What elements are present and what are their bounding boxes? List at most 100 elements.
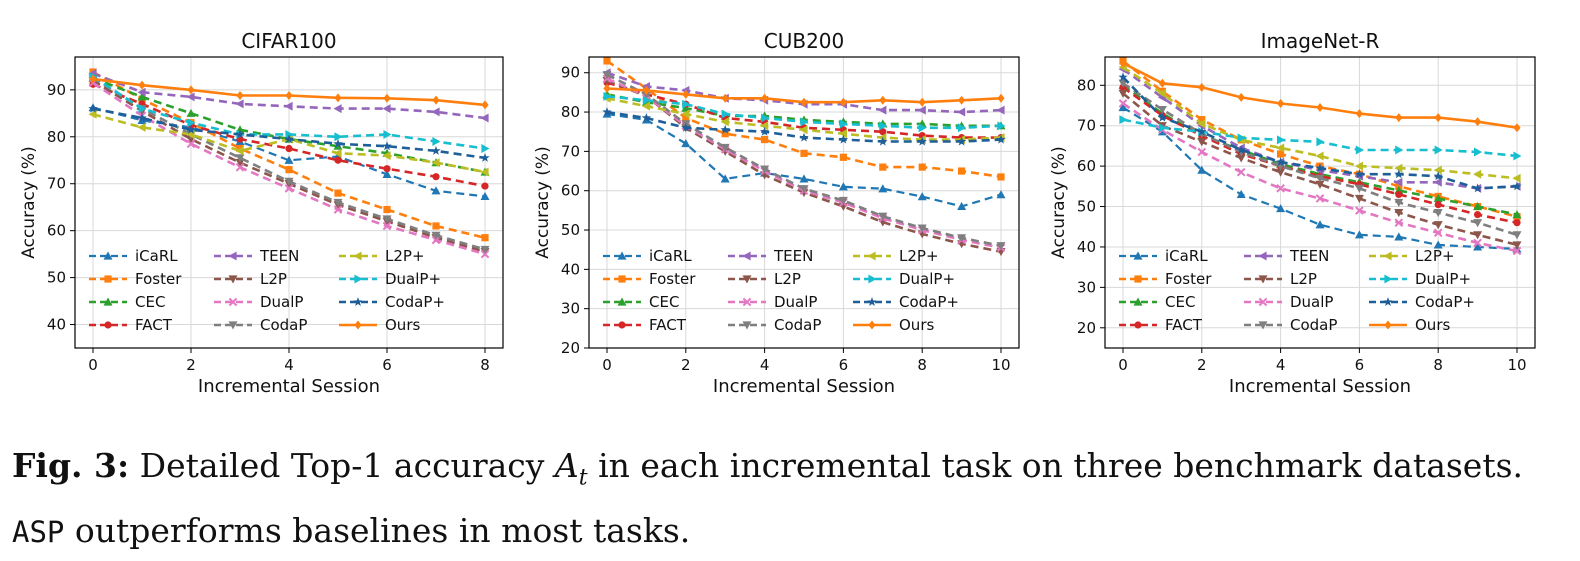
data-point — [334, 189, 342, 197]
data-point — [996, 105, 1005, 115]
data-point — [603, 83, 611, 93]
data-point — [642, 95, 651, 105]
series-dualp-plus — [1119, 115, 1522, 161]
legend-marker — [1134, 275, 1142, 283]
legend-marker — [1133, 297, 1143, 306]
y-tick-label: 20 — [561, 339, 580, 357]
data-point — [1472, 183, 1483, 193]
data-point — [878, 212, 888, 221]
y-tick-label: 40 — [1077, 238, 1096, 256]
legend-entry: L2P — [728, 270, 801, 288]
legend-marker — [1384, 274, 1393, 284]
data-point — [1513, 219, 1521, 227]
series-line — [606, 112, 1002, 208]
legend-entry: iCaRL — [1119, 247, 1208, 265]
plot-frame — [1104, 56, 1536, 349]
legend-marker — [104, 275, 112, 283]
data-point — [1355, 109, 1363, 119]
legend-entry: DualP+ — [853, 270, 955, 288]
series-line — [1122, 61, 1518, 129]
data-point — [682, 99, 691, 109]
data-point — [1315, 174, 1325, 183]
data-point — [186, 108, 196, 117]
data-point — [957, 234, 967, 243]
data-point — [333, 138, 343, 148]
legend-label: CodaP — [260, 316, 307, 334]
legend-entry: CodaP+ — [339, 293, 445, 311]
legend-entry: L2P+ — [1369, 247, 1455, 265]
legend-label: iCaRL — [1165, 247, 1208, 265]
data-point — [1394, 163, 1403, 173]
chart-title: CIFAR100 — [241, 29, 336, 53]
legend-label: L2P — [1290, 270, 1317, 288]
data-point — [137, 87, 146, 97]
legend-label: CodaP — [1290, 316, 1337, 334]
series-ours — [1119, 58, 1521, 133]
data-point — [1433, 221, 1443, 230]
caption-text-3: outperforms baselines in most tasks. — [74, 510, 691, 550]
legend-entry: TEEN — [1244, 247, 1329, 265]
data-point — [917, 224, 927, 233]
legend-marker — [742, 275, 752, 284]
data-point — [1354, 194, 1364, 203]
data-point — [431, 231, 441, 240]
data-point — [1395, 145, 1404, 155]
data-point — [799, 125, 808, 135]
data-point — [682, 89, 690, 99]
y-axis-label: Accuracy (%) — [533, 146, 553, 258]
data-point — [382, 215, 392, 224]
legend-marker — [618, 321, 626, 329]
data-point — [956, 136, 967, 146]
data-point — [1394, 232, 1404, 241]
x-tick-label: 8 — [480, 356, 490, 374]
data-point — [1315, 220, 1325, 229]
series-icarl — [1118, 103, 1522, 253]
data-point — [1394, 177, 1403, 187]
data-point — [236, 90, 244, 100]
data-point — [799, 174, 809, 183]
data-point — [1276, 143, 1285, 153]
data-point — [799, 132, 809, 142]
x-tick-label: 4 — [760, 356, 770, 374]
data-point — [1354, 169, 1365, 179]
data-point — [838, 182, 848, 191]
legend-entry: L2P+ — [853, 247, 939, 265]
legend-marker — [354, 274, 363, 284]
data-point — [603, 57, 611, 65]
data-point — [1394, 209, 1404, 218]
data-point — [431, 145, 441, 155]
data-point — [138, 80, 146, 90]
y-tick-label: 60 — [47, 222, 66, 240]
legend-label: CodaP+ — [899, 293, 959, 311]
data-point — [878, 184, 888, 193]
data-point — [917, 136, 927, 146]
x-tick-label: 2 — [681, 356, 691, 374]
legend-label: DualP+ — [899, 270, 955, 288]
data-point — [431, 235, 441, 245]
y-tick-label: 70 — [561, 142, 580, 160]
y-tick-label: 20 — [1077, 319, 1096, 337]
data-point — [285, 90, 293, 100]
data-point — [878, 136, 888, 146]
legend-marker — [868, 320, 876, 330]
data-point — [285, 144, 293, 153]
legend-label: L2P — [260, 270, 287, 288]
data-point — [879, 163, 887, 171]
data-point — [1197, 119, 1206, 129]
y-tick-label: 50 — [561, 221, 580, 239]
legend-entry: DualP — [728, 293, 817, 311]
data-point — [641, 101, 650, 111]
data-point — [1473, 219, 1483, 228]
legend-label: L2P+ — [385, 247, 425, 265]
data-point — [1474, 211, 1482, 219]
data-point — [88, 109, 97, 119]
data-point — [1276, 168, 1286, 177]
data-point — [432, 95, 440, 105]
y-tick-label: 50 — [1077, 198, 1096, 216]
data-point — [284, 184, 294, 193]
x-axis-label: Incremental Session — [1229, 376, 1411, 397]
x-tick-label: 4 — [1276, 356, 1286, 374]
legend-label: FACT — [649, 316, 687, 334]
data-point — [1277, 150, 1285, 158]
data-point — [958, 95, 966, 105]
